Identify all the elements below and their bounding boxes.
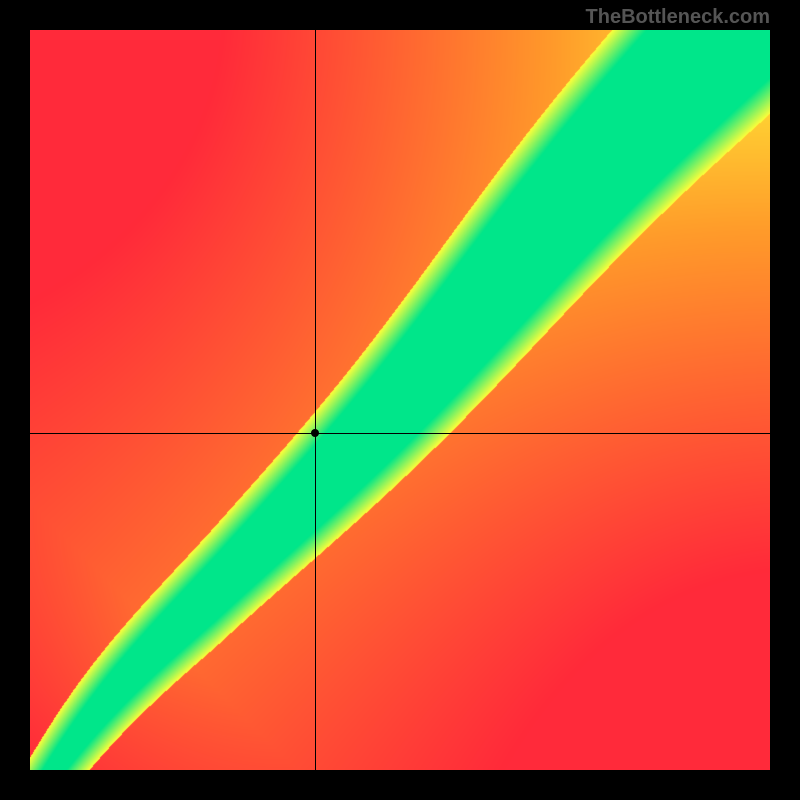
plot-area xyxy=(30,30,770,770)
heatmap-canvas xyxy=(30,30,770,770)
crosshair-horizontal xyxy=(30,433,770,434)
watermark-text: TheBottleneck.com xyxy=(586,6,770,29)
chart-container: TheBottleneck.com xyxy=(0,0,800,800)
crosshair-vertical xyxy=(315,30,316,770)
crosshair-marker xyxy=(311,429,319,437)
